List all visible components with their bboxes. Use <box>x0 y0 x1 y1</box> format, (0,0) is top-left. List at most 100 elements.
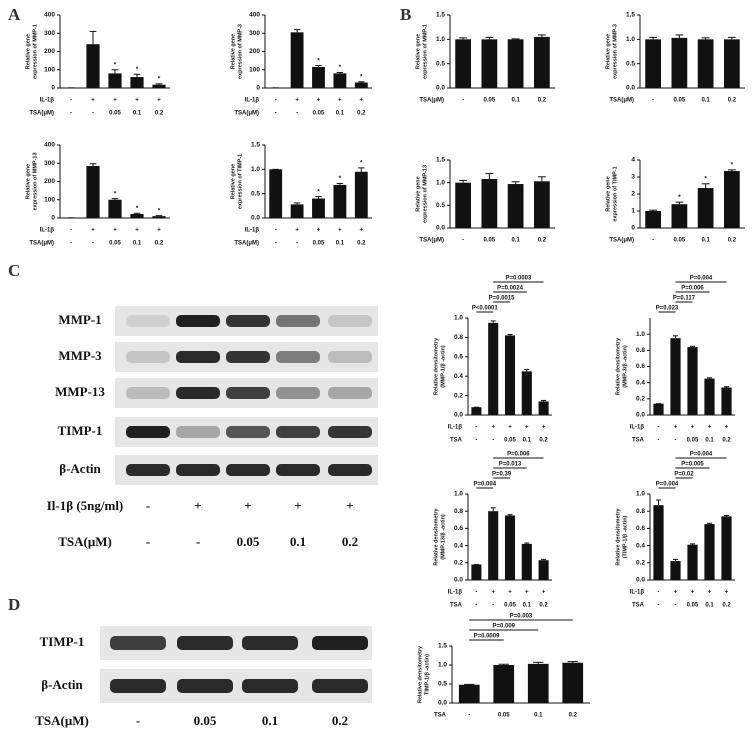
blot-band <box>276 315 320 327</box>
category-label: - <box>92 111 94 117</box>
y-tick-label: 0.0 <box>636 577 645 584</box>
blot-band <box>328 315 372 327</box>
bar <box>455 182 471 228</box>
y-axis-label: Relative gene <box>415 34 421 69</box>
category-label: + <box>708 425 712 431</box>
significance-mark: * <box>114 190 117 197</box>
category-label: 0.2 <box>155 241 164 247</box>
blot-band <box>226 315 270 327</box>
y-axis-label: expression of MMP-3 <box>612 24 618 79</box>
bar <box>721 516 732 580</box>
y-axis-label: Relative densitometry <box>615 337 621 395</box>
y-tick-label: 200 <box>44 48 55 55</box>
y-axis-label: expression of MMP-1 <box>32 24 38 79</box>
bar <box>697 39 714 88</box>
category-row-label: IL-1β <box>448 590 463 596</box>
category-label: - <box>296 111 298 117</box>
significance-mark: * <box>339 64 342 71</box>
category-label: 0.05 <box>504 438 516 444</box>
y-axis-label: expression of MMP-3 <box>237 24 243 79</box>
y-tick-label: 400 <box>44 142 55 149</box>
y-tick-label: 0.2 <box>454 392 463 399</box>
category-row-label: TSA <box>434 713 447 719</box>
bracket-label: P=0.004 <box>690 276 713 282</box>
category-label: 0.2 <box>155 111 164 117</box>
category-label: - <box>275 98 277 104</box>
y-tick-label: 3 <box>631 174 635 181</box>
y-tick-label: 1.0 <box>636 491 645 498</box>
category-label: + <box>157 98 161 104</box>
bar <box>312 198 325 218</box>
y-tick-label: 1.0 <box>454 491 463 498</box>
y-axis-label: Relative densitometry <box>417 645 423 703</box>
blot-band <box>276 426 320 438</box>
bar <box>687 544 698 580</box>
category-label: + <box>725 590 729 596</box>
category-label: 0.1 <box>705 603 714 609</box>
y-tick-label: 0.0 <box>436 85 445 92</box>
category-row-label: TSA(μM) <box>29 111 54 117</box>
bar <box>538 560 549 580</box>
y-tick-label: 1.0 <box>436 36 445 43</box>
bar <box>333 184 347 218</box>
y-tick-label: 0 <box>256 85 260 92</box>
significance-mark: * <box>136 205 139 212</box>
y-axis-label: Relative densitometry <box>433 507 439 565</box>
category-row-label: IL-1β <box>448 425 463 431</box>
category-label: 0.05 <box>674 238 686 244</box>
category-row-label: IL-1β <box>40 98 55 104</box>
bracket-label: P<0.0001 <box>472 306 499 312</box>
bar <box>312 67 325 88</box>
category-label: 0.1 <box>701 98 710 104</box>
y-axis-label: expression of MMP-13 <box>32 152 38 210</box>
category-label: + <box>508 425 512 431</box>
bar <box>86 165 100 218</box>
bar <box>481 179 498 228</box>
y-tick-label: 0.0 <box>251 215 260 222</box>
blot-row-label: MMP-3 <box>58 348 102 363</box>
category-label: 0.05 <box>484 238 496 244</box>
blot-band <box>242 679 298 693</box>
condition-value: - <box>146 534 150 549</box>
category-label: + <box>542 425 546 431</box>
category-label: 0.05 <box>504 603 516 609</box>
condition-value: - <box>136 713 140 728</box>
blot-row-label: MMP-1 <box>58 312 101 327</box>
bracket-label: P=0.009 <box>492 624 515 630</box>
y-tick-label: 1.0 <box>454 315 463 322</box>
y-tick-label: 100 <box>44 66 55 73</box>
category-label: 0.2 <box>539 438 548 444</box>
blot-band <box>328 464 372 476</box>
category-row-label: IL-1β <box>630 590 645 596</box>
significance-mark: * <box>704 176 707 183</box>
y-tick-label: 1.5 <box>626 12 635 19</box>
bar <box>527 663 549 703</box>
category-label: + <box>338 228 342 234</box>
category-row-label: TSA(μM) <box>609 238 634 244</box>
bar <box>704 524 715 580</box>
panel-label: D <box>8 595 20 614</box>
condition-value: + <box>244 498 251 513</box>
y-axis-label: expression of TIMP-1 <box>237 154 243 209</box>
y-axis-label: TIMP-1/β -actin) <box>424 654 430 695</box>
y-tick-label: 0.4 <box>454 373 463 380</box>
y-tick-label: 1.0 <box>438 662 447 669</box>
category-label: 0.1 <box>523 438 532 444</box>
y-tick-label: 400 <box>44 12 55 19</box>
bar <box>333 73 347 88</box>
category-label: + <box>691 425 695 431</box>
category-label: 0.1 <box>511 98 520 104</box>
condition-value: + <box>294 498 301 513</box>
y-tick-label: 0.6 <box>636 525 645 532</box>
bar <box>504 335 516 415</box>
y-tick-label: 100 <box>44 196 55 203</box>
y-tick-label: 100 <box>249 66 260 73</box>
category-label: 0.1 <box>705 438 714 444</box>
bar <box>670 561 681 580</box>
blot-band <box>226 387 270 399</box>
category-row-label: TSA(μM) <box>419 98 444 104</box>
blot-row-label: β-Actin <box>41 677 83 692</box>
y-tick-label: 2 <box>631 191 635 198</box>
bar <box>481 39 498 88</box>
category-label: 0.2 <box>357 111 366 117</box>
